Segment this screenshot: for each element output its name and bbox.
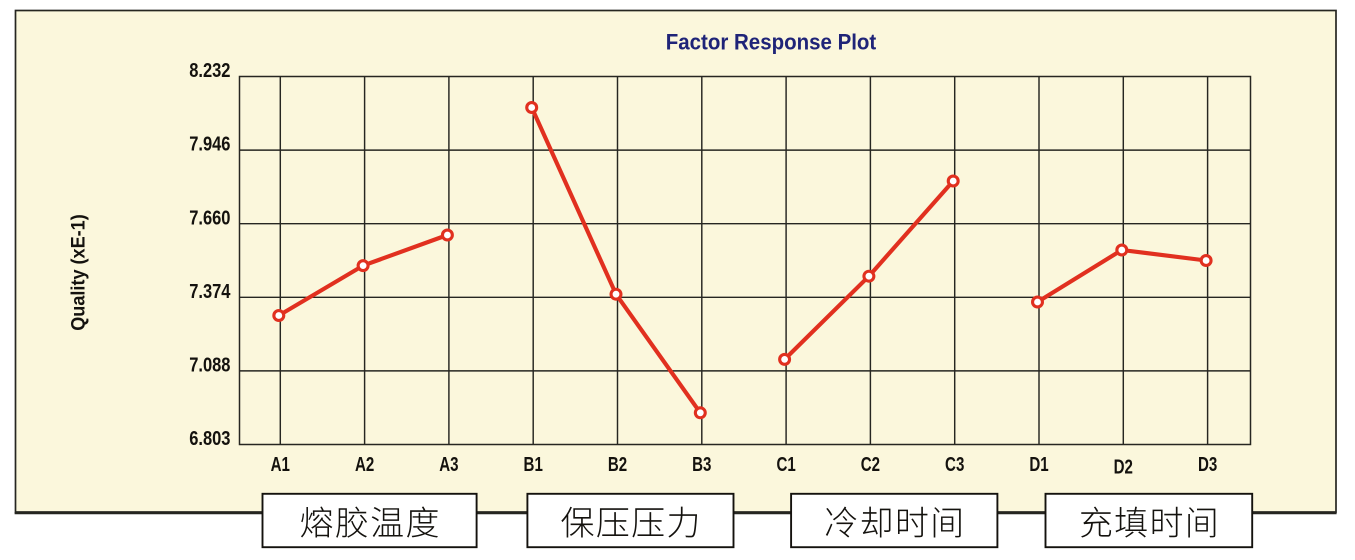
svg-text:Quality (xE-1): Quality (xE-1) xyxy=(68,214,90,331)
svg-text:B3: B3 xyxy=(692,454,711,476)
svg-text:7.946: 7.946 xyxy=(189,134,230,156)
svg-text:Factor Response Plot: Factor Response Plot xyxy=(666,30,877,55)
svg-text:A2: A2 xyxy=(355,454,374,476)
svg-text:D2: D2 xyxy=(1114,456,1133,478)
svg-text:7.660: 7.660 xyxy=(189,207,230,229)
svg-text:C2: C2 xyxy=(861,454,880,476)
svg-text:7.374: 7.374 xyxy=(189,281,231,303)
svg-text:B1: B1 xyxy=(524,454,543,476)
svg-text:A1: A1 xyxy=(271,454,290,476)
svg-text:8.232: 8.232 xyxy=(189,60,230,82)
svg-text:6.803: 6.803 xyxy=(189,428,230,450)
svg-text:7.088: 7.088 xyxy=(189,355,230,377)
svg-text:A3: A3 xyxy=(439,454,458,476)
svg-text:C3: C3 xyxy=(945,454,964,476)
svg-text:C1: C1 xyxy=(776,454,795,476)
svg-text:B2: B2 xyxy=(608,454,627,476)
svg-text:D1: D1 xyxy=(1029,454,1048,476)
svg-text:D3: D3 xyxy=(1198,454,1217,476)
